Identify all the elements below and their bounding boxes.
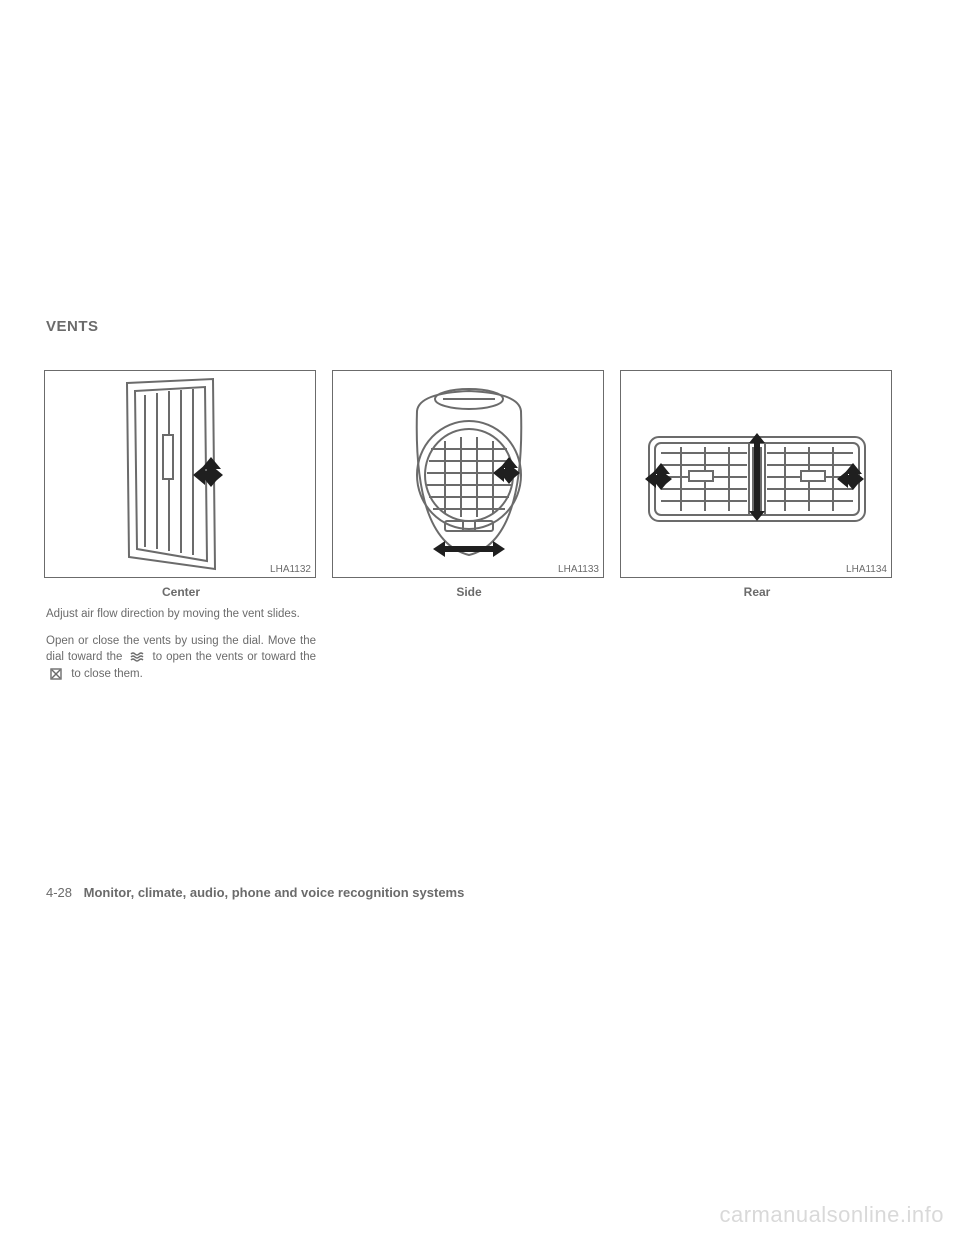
watermark: carmanualsonline.info (719, 1202, 944, 1228)
figure-code: LHA1134 (846, 564, 887, 575)
figure-caption: Center (45, 585, 317, 599)
figure-center-vent: LHA1132 Center (44, 370, 316, 578)
center-vent-illustration (45, 371, 317, 577)
section-title: VENTS (46, 318, 99, 335)
four-way-arrow-icon (193, 457, 225, 499)
figure-code: LHA1133 (558, 564, 599, 575)
figure-code: LHA1132 (270, 564, 311, 575)
figure-rear-vent: LHA1134 Rear (620, 370, 892, 578)
figure-row: LHA1132 Center (44, 370, 892, 578)
figure-caption: Side (333, 585, 605, 599)
page-footer: 4-28 Monitor, climate, audio, phone and … (46, 885, 464, 900)
paragraph: Open or close the vents by using the dia… (46, 633, 316, 683)
side-vent-illustration (333, 371, 605, 577)
wavy-lines-icon (130, 651, 144, 663)
vertical-arrow-icon (749, 433, 765, 521)
paragraph: Adjust air flow direction by moving the … (46, 606, 316, 623)
text-run: to open the vents or toward the (153, 651, 317, 663)
body-text: Adjust air flow direction by moving the … (46, 606, 316, 693)
page-number: 4-28 (46, 885, 72, 900)
chapter-title: Monitor, climate, audio, phone and voice… (84, 885, 465, 900)
rear-vent-illustration (621, 371, 893, 577)
text-run: to close them. (71, 668, 143, 680)
figure-caption: Rear (621, 585, 893, 599)
manual-page: VENTS (0, 0, 960, 1242)
x-box-icon (50, 668, 64, 680)
figure-side-vent: LHA1133 Side (332, 370, 604, 578)
